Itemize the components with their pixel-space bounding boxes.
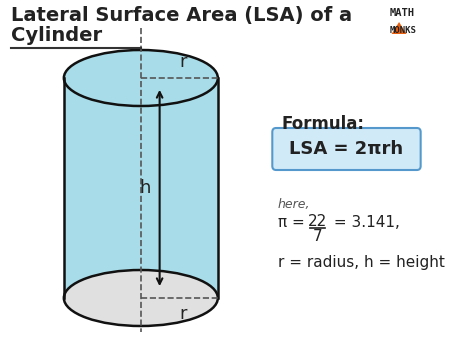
Text: MONKS: MONKS: [390, 26, 417, 35]
Text: r: r: [180, 305, 187, 323]
Polygon shape: [392, 22, 407, 34]
FancyBboxPatch shape: [272, 128, 420, 170]
Text: π =: π =: [278, 215, 310, 230]
Ellipse shape: [64, 50, 218, 106]
Text: r: r: [180, 53, 187, 71]
Text: r = radius, h = height: r = radius, h = height: [278, 255, 445, 270]
Text: MATH: MATH: [390, 8, 415, 18]
Text: Lateral Surface Area (LSA) of a: Lateral Surface Area (LSA) of a: [11, 6, 352, 25]
Text: 7: 7: [312, 229, 322, 244]
Text: LSA = 2πrh: LSA = 2πrh: [290, 140, 403, 158]
Polygon shape: [64, 78, 218, 298]
Text: h: h: [139, 179, 150, 197]
Text: Cylinder: Cylinder: [11, 26, 102, 45]
Text: 22: 22: [308, 214, 327, 229]
Ellipse shape: [64, 270, 218, 326]
Text: Formula:: Formula:: [282, 115, 365, 133]
Text: = 3.141,: = 3.141,: [328, 215, 400, 230]
Text: here,: here,: [278, 198, 310, 211]
